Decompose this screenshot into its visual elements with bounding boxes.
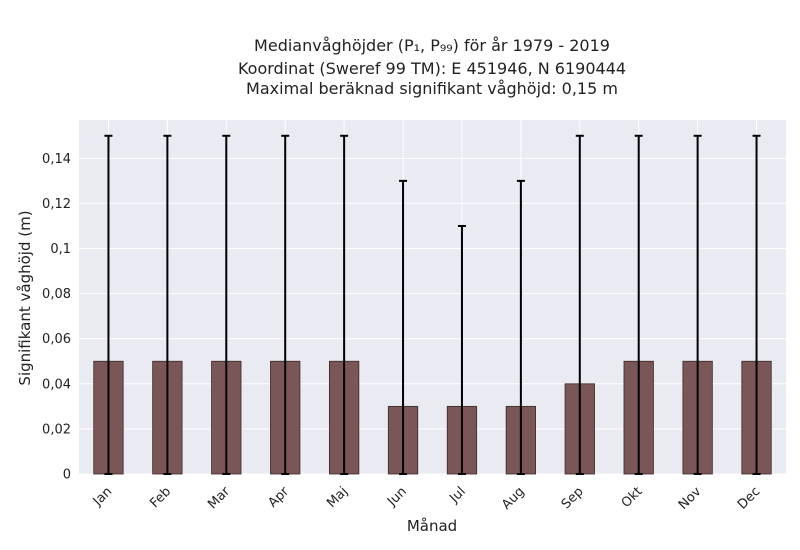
error-bar-feb — [163, 134, 172, 475]
x-axis-label: Månad — [407, 517, 457, 535]
y-tick-label: 0,14 — [42, 152, 71, 167]
error-bar-sep — [575, 134, 584, 475]
y-axis-label: Signifikant våghöjd (m) — [16, 210, 34, 385]
error-bar-nov — [693, 134, 702, 475]
title-line-3: Maximal beräknad signifikant våghöjd: 0,… — [246, 79, 618, 98]
y-tick-label: 0,02 — [42, 422, 71, 437]
x-tick-label-jul: Jul — [446, 484, 468, 506]
x-tick-label-aug: Aug — [499, 484, 528, 513]
y-tick-label: 0,08 — [42, 287, 71, 302]
y-tick-label: 0,12 — [42, 197, 71, 212]
x-tick-label-mar: Mar — [205, 484, 233, 512]
y-tick-label: 0 — [63, 468, 71, 483]
error-bar-jun — [399, 179, 408, 475]
x-tick-label-apr: Apr — [266, 484, 293, 511]
title-line-2: Koordinat (Sweref 99 TM): E 451946, N 61… — [238, 59, 626, 78]
chart-title: Medianvåghöjder (P₁, P₉₉) för år 1979 - … — [238, 36, 626, 98]
x-tick-label-feb: Feb — [147, 484, 174, 511]
x-tick-label-jan: Jan — [90, 484, 115, 509]
x-tick-label-nov: Nov — [676, 484, 705, 513]
y-axis-ticks: 0 0,02 0,04 0,06 0,08 0,1 0,12 0,14 — [42, 152, 71, 483]
error-bars — [104, 134, 761, 475]
error-bar-mar — [222, 134, 231, 475]
error-bar-okt — [634, 134, 643, 475]
y-tick-label: 0,06 — [42, 332, 71, 347]
x-tick-label-jun: Jun — [384, 484, 410, 510]
y-tick-label: 0,04 — [42, 377, 71, 392]
x-tick-label-maj: Maj — [324, 484, 351, 511]
x-axis-ticks: Jan Feb Mar Apr Maj Jun Jul Aug Sep Okt Nov Dec — [90, 484, 764, 513]
y-tick-label: 0,1 — [50, 242, 71, 257]
x-tick-label-dec: Dec — [735, 484, 763, 512]
error-bar-aug — [516, 179, 525, 475]
title-line-1: Medianvåghöjder (P₁, P₉₉) för år 1979 - … — [254, 36, 610, 55]
error-bar-apr — [281, 134, 290, 475]
error-bar-jul — [457, 224, 466, 475]
error-bar-jan — [104, 134, 113, 475]
x-tick-label-okt: Okt — [619, 484, 646, 511]
x-tick-label-sep: Sep — [559, 484, 587, 512]
plot-area — [79, 120, 786, 474]
error-bar-maj — [340, 134, 349, 475]
error-bar-dec — [752, 134, 761, 475]
